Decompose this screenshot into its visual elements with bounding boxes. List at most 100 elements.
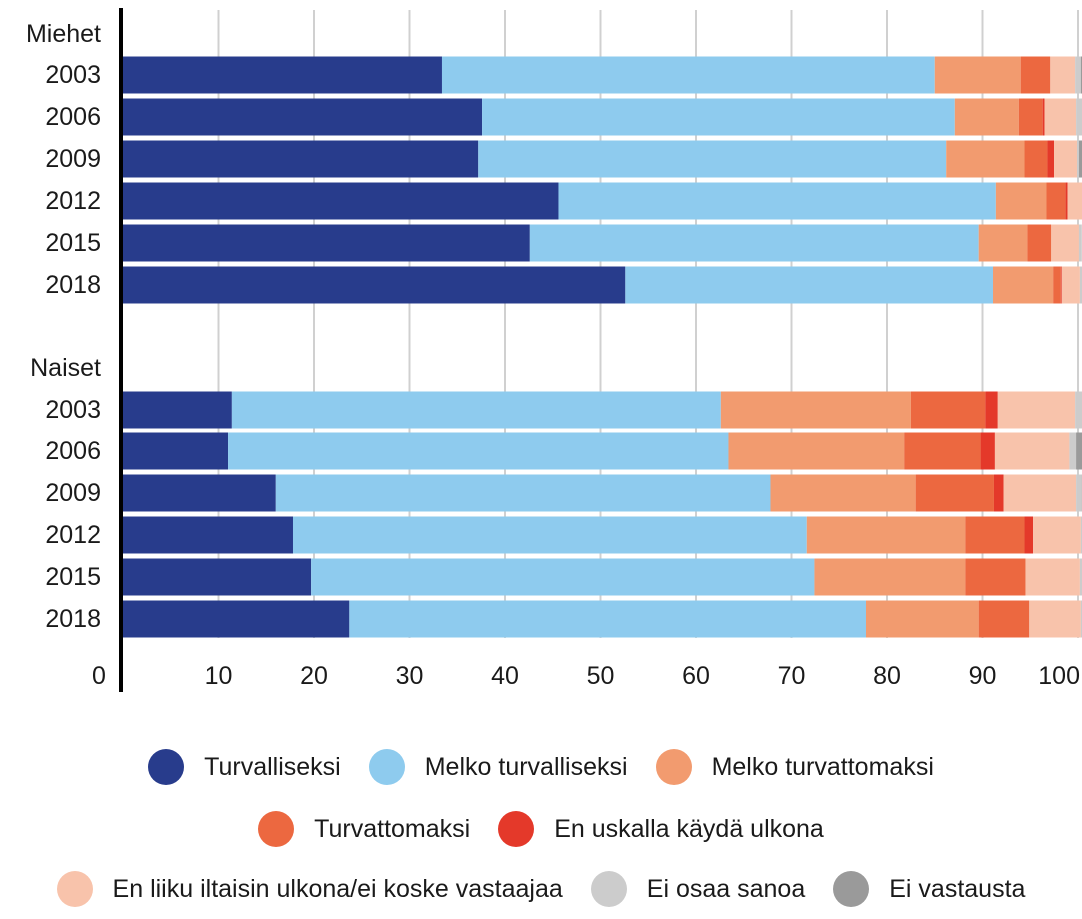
- bar-segment: [625, 266, 994, 304]
- bar-segment: [1080, 516, 1082, 554]
- bar-segment: [123, 432, 229, 470]
- legend-label: Turvattomaksi: [314, 814, 471, 843]
- bar-segment: [1076, 474, 1082, 512]
- bar-segment: [806, 516, 966, 554]
- bar-segment: [123, 56, 442, 94]
- x-tick-label: 80: [873, 662, 901, 690]
- bar-segment: [1079, 558, 1082, 596]
- bar-segment: [441, 56, 935, 94]
- bar-segment: [994, 432, 1070, 470]
- bar-segment: [123, 391, 232, 429]
- bar-segment: [478, 140, 947, 178]
- y-tick-label: 2003: [45, 396, 101, 424]
- bar-segment: [123, 140, 479, 178]
- legend-item: En uskalla käydä ulkona: [498, 811, 824, 847]
- x-tick-label: 10: [205, 662, 233, 690]
- legend-item: En liiku iltaisin ulkona/ei koske vastaa…: [56, 871, 563, 907]
- bar-segment: [965, 558, 1026, 596]
- bar-segment: [1024, 516, 1034, 554]
- x-tick-label: 100: [1038, 662, 1080, 690]
- legend-item: Ei osaa sanoa: [590, 871, 806, 907]
- bar-segment: [1003, 474, 1077, 512]
- legend-item: Melko turvattomaksi: [655, 749, 934, 785]
- bar-segment: [123, 558, 312, 596]
- bar-segment: [980, 432, 995, 470]
- x-tick-label: 40: [491, 662, 519, 690]
- bar-segment: [985, 391, 998, 429]
- group-label: Miehet: [26, 20, 101, 48]
- legend-swatch: [368, 749, 405, 785]
- bar-segment: [993, 474, 1004, 512]
- bar-segment: [904, 432, 981, 470]
- bar-segment: [1065, 182, 1068, 220]
- bar-segment: [123, 600, 350, 638]
- legend-item: Ei vastausta: [833, 871, 1025, 907]
- legend-swatch: [590, 871, 627, 907]
- y-tick-label: 2009: [45, 145, 101, 173]
- bar-segment: [1025, 558, 1080, 596]
- bar-segment: [1076, 98, 1082, 136]
- bar-segment: [1075, 56, 1081, 94]
- bar-segment: [311, 558, 815, 596]
- bar-segment: [231, 391, 721, 429]
- legend-swatch: [258, 811, 295, 847]
- bar-segment: [993, 266, 1054, 304]
- x-tick-label: 70: [778, 662, 806, 690]
- legend-item: Turvalliseksi: [148, 749, 341, 785]
- bar-segment: [1051, 224, 1079, 262]
- bar-segment: [997, 391, 1076, 429]
- y-tick-label: 2018: [45, 605, 101, 633]
- y-tick-label: 2012: [45, 521, 101, 549]
- bar-segment: [123, 224, 530, 262]
- bar-segment: [965, 516, 1025, 554]
- bar-segment: [1077, 140, 1079, 178]
- bar-segment: [1050, 56, 1076, 94]
- x-tick-label: 20: [300, 662, 328, 690]
- legend-row: Turvalliseksi Melko turvalliseksi Melko tu…: [0, 749, 1082, 785]
- x-tick-label: 0: [92, 662, 106, 690]
- legend-label: En uskalla käydä ulkona: [554, 814, 824, 843]
- bar-segment: [978, 600, 1030, 638]
- bar-segment: [123, 516, 293, 554]
- legend-label: En liiku iltaisin ulkona/ei koske vastaa…: [112, 874, 563, 903]
- bar-segment: [1069, 432, 1077, 470]
- y-tick-label: 2012: [45, 187, 101, 215]
- group-label: Naiset: [30, 354, 101, 382]
- bar-segment: [275, 474, 771, 512]
- bar-segment: [915, 474, 994, 512]
- y-tick-label: 2015: [45, 229, 101, 257]
- y-tick-label: 2009: [45, 479, 101, 507]
- bar-segment: [1042, 98, 1045, 136]
- bar-segment: [1067, 182, 1082, 220]
- bar-segment: [123, 266, 626, 304]
- bar-segment: [865, 600, 979, 638]
- bar-segment: [1054, 140, 1078, 178]
- y-tick-label: 2006: [45, 437, 101, 465]
- legend-row: Turvattomaksi En uskalla käydä ulkona: [0, 811, 1082, 847]
- legend-swatch: [56, 871, 93, 907]
- bar-segment: [954, 98, 1019, 136]
- legend-item: Turvattomaksi: [258, 811, 470, 847]
- chart-canvas: Miehet200320062009201220152018Naiset2003…: [26, 8, 1082, 692]
- legend-swatch: [833, 871, 870, 907]
- bar-segment: [228, 432, 729, 470]
- bar-segment: [946, 140, 1025, 178]
- bar-segment: [1075, 391, 1082, 429]
- bar-segment: [123, 474, 276, 512]
- bar-segment: [814, 558, 966, 596]
- legend-label: Ei vastausta: [889, 874, 1026, 903]
- bar-segment: [728, 432, 905, 470]
- bar-segment: [1044, 98, 1077, 136]
- bar-segment: [349, 600, 866, 638]
- y-tick-label: 2015: [45, 563, 101, 591]
- bar-segment: [720, 391, 911, 429]
- bar-segment: [1079, 266, 1082, 304]
- bar-segment: [978, 224, 1028, 262]
- bar-segment: [529, 224, 979, 262]
- legend-item: Melko turvalliseksi: [368, 749, 628, 785]
- bar-segment: [1024, 140, 1048, 178]
- legend-swatch: [655, 749, 692, 785]
- legend-label: Ei osaa sanoa: [646, 874, 806, 903]
- bar-segment: [910, 391, 986, 429]
